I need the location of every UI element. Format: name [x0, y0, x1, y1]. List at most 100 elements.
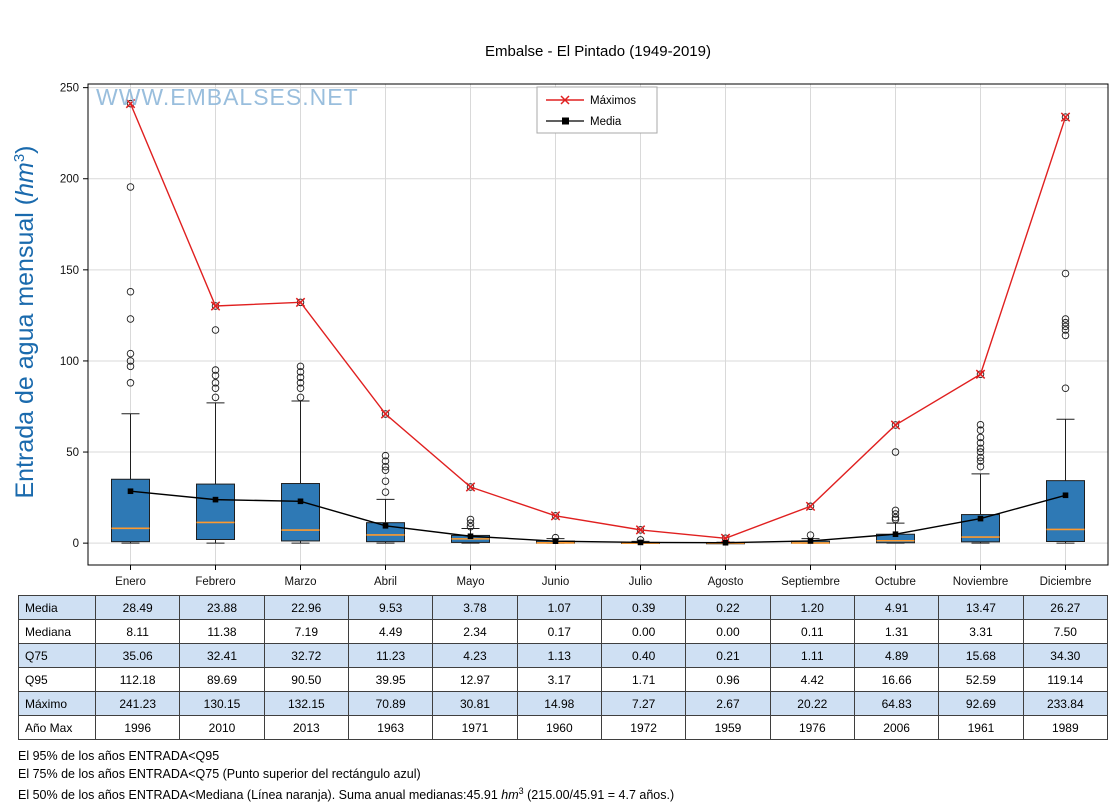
- table-cell: 26.27: [1022, 595, 1109, 620]
- svg-text:Junio: Junio: [542, 576, 570, 588]
- table-cell: 9.53: [347, 595, 434, 620]
- table-cell: 16.66: [853, 667, 940, 692]
- legend-box: [536, 86, 658, 134]
- legend-media-label: Media: [590, 116, 622, 128]
- table-cell: 4.23: [432, 643, 518, 668]
- table-cell: 35.06: [94, 643, 181, 668]
- footnote-3: El 50% de los años ENTRADA<Mediana (Líne…: [18, 786, 675, 803]
- square-marker-icon: [562, 117, 569, 125]
- table-cell: 3.31: [938, 619, 1024, 644]
- table-cell: 13.47: [938, 595, 1024, 620]
- svg-text:150: 150: [60, 265, 79, 277]
- legend-maximos-label: Máximos: [590, 95, 636, 107]
- table-cell: 92.69: [938, 691, 1024, 716]
- table-cell: 233.84: [1022, 691, 1109, 716]
- table-cell: 30.81: [432, 691, 518, 716]
- table-cell: 1989: [1022, 715, 1109, 740]
- table-cell: 1.31: [853, 619, 940, 644]
- table-cell: 3.78: [432, 595, 518, 620]
- svg-text:Septiembre: Septiembre: [781, 576, 840, 588]
- table-cell: 1976: [769, 715, 855, 740]
- svg-text:Enero: Enero: [115, 576, 146, 588]
- table-cell: 1961: [938, 715, 1024, 740]
- row-label: Media: [18, 595, 96, 620]
- table-cell: 4.89: [853, 643, 940, 668]
- table-cell: 119.14: [1022, 667, 1109, 692]
- plot-layer: 0 50 100 150 200 250 Enero Febrero Marzo Abril May…: [60, 83, 1109, 588]
- legend: Máximos Media: [536, 86, 658, 134]
- table-cell: 0.11: [769, 619, 855, 644]
- table-cell: 0.17: [516, 619, 602, 644]
- footnote-2: El 75% de los años ENTRADA<Q75 (Punto su…: [18, 766, 421, 781]
- table-cell: 20.22: [769, 691, 855, 716]
- table-cell: 0.00: [600, 619, 687, 644]
- table-cell: 23.88: [179, 595, 265, 620]
- table-cell: 1971: [432, 715, 518, 740]
- table-cell: 1.13: [516, 643, 602, 668]
- table-cell: 32.41: [179, 643, 265, 668]
- table-cell: 70.89: [347, 691, 434, 716]
- table-cell: 1.20: [769, 595, 855, 620]
- svg-text:Julio: Julio: [629, 576, 653, 588]
- table-cell: 32.72: [263, 643, 349, 668]
- table-cell: 1996: [94, 715, 181, 740]
- table-cell: 28.49: [94, 595, 181, 620]
- table-cell: 0.40: [600, 643, 687, 668]
- table-cell: 39.95: [347, 667, 434, 692]
- svg-text:Abril: Abril: [374, 576, 397, 588]
- table-cell: 11.23: [347, 643, 434, 668]
- table-cell: 1963: [347, 715, 434, 740]
- row-label: Q75: [18, 643, 96, 668]
- table-cell: 2006: [853, 715, 940, 740]
- table-cell: 1.07: [516, 595, 602, 620]
- table-cell: 34.30: [1022, 643, 1109, 668]
- table-row: Año Max 1996 2010 2013 1963 1971 1960 1972 1959 1…: [18, 715, 1109, 740]
- table-cell: 4.42: [769, 667, 855, 692]
- svg-text:Febrero: Febrero: [195, 576, 235, 588]
- table-cell: 241.23: [94, 691, 181, 716]
- table-cell: 2.67: [685, 691, 771, 716]
- table-cell: 4.91: [853, 595, 940, 620]
- table-cell: 1959: [685, 715, 771, 740]
- table-cell: 130.15: [179, 691, 265, 716]
- svg-text:0: 0: [73, 538, 79, 550]
- row-label: Mediana: [18, 619, 96, 644]
- row-label: Año Max: [18, 715, 96, 740]
- table-cell: 1972: [600, 715, 687, 740]
- table-row: Q95 112.18 89.69 90.50 39.95 12.97 3.17 1.71 0.9…: [18, 667, 1109, 692]
- table-cell: 22.96: [263, 595, 349, 620]
- table-cell: 112.18: [94, 667, 181, 692]
- stats-table: Media 28.49 23.88 22.96 9.53 3.78 1.07 0.39 0.22…: [18, 595, 1109, 740]
- table-cell: 0.39: [600, 595, 687, 620]
- table-cell: 8.11: [94, 619, 181, 644]
- row-label: Máximo: [18, 691, 96, 716]
- table-cell: 7.19: [263, 619, 349, 644]
- table-cell: 90.50: [263, 667, 349, 692]
- table-cell: 2010: [179, 715, 265, 740]
- table-row: Máximo 241.23 130.15 132.15 70.89 30.81 14.98 7…: [18, 691, 1109, 716]
- table-row: Q75 35.06 32.41 32.72 11.23 4.23 1.13 0.40 0.21 1…: [18, 643, 1109, 668]
- chart-svg: 0 50 100 150 200 250 Enero Febrero Marzo Abril May…: [11, 43, 1109, 588]
- svg-text:Diciembre: Diciembre: [1040, 576, 1092, 588]
- svg-text:Agosto: Agosto: [708, 576, 744, 588]
- table-cell: 3.17: [516, 667, 602, 692]
- y-axis-label: Entrada de agua mensual (hm3): [11, 146, 39, 499]
- table-cell: 2.34: [432, 619, 518, 644]
- table-cell: 64.83: [853, 691, 940, 716]
- svg-text:Noviembre: Noviembre: [953, 576, 1009, 588]
- table-cell: 15.68: [938, 643, 1024, 668]
- table-cell: 7.50: [1022, 619, 1109, 644]
- table-cell: 0.00: [685, 619, 771, 644]
- svg-text:50: 50: [66, 447, 79, 459]
- table-cell: 2013: [263, 715, 349, 740]
- table-row: Media 28.49 23.88 22.96 9.53 3.78 1.07 0.39 0.22…: [18, 595, 1109, 620]
- table-cell: 1960: [516, 715, 602, 740]
- svg-text:200: 200: [60, 174, 79, 186]
- footnote-1: El 95% de los años ENTRADA<Q95: [18, 749, 220, 763]
- table-cell: 14.98: [516, 691, 602, 716]
- table-cell: 0.96: [685, 667, 771, 692]
- svg-text:Octubre: Octubre: [875, 576, 916, 588]
- svg-text:250: 250: [60, 83, 79, 95]
- svg-text:Mayo: Mayo: [456, 576, 484, 588]
